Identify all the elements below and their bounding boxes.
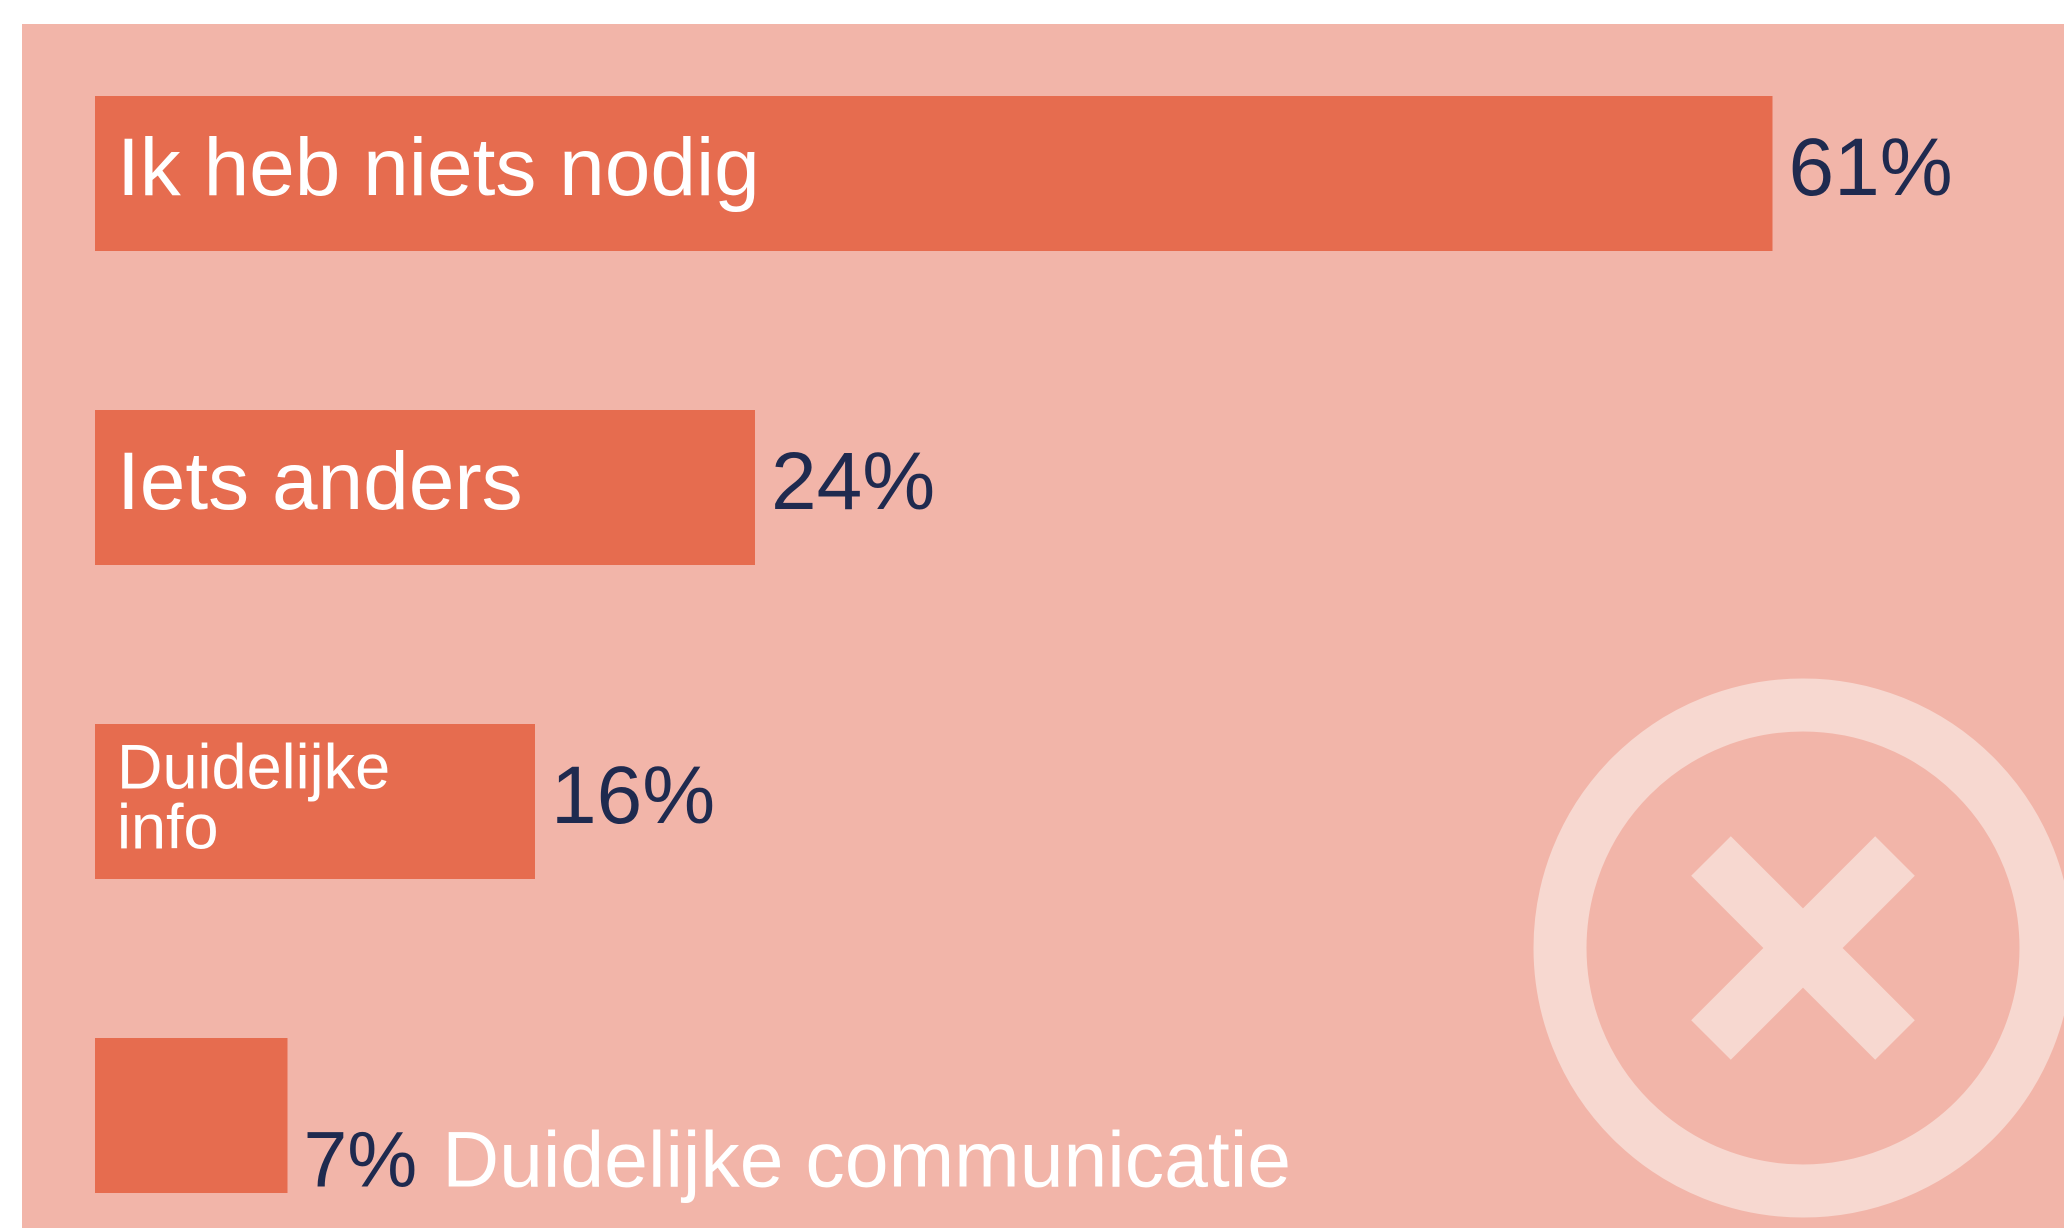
value-label: 24% (771, 436, 935, 527)
bar-label: Duidelijke communicatie (442, 1115, 1291, 1203)
bar (95, 1038, 288, 1193)
bar (95, 96, 1773, 251)
bar-label-line: info (117, 792, 219, 862)
close-icon (1533, 678, 2064, 1218)
icon-ring (1533, 678, 2064, 1218)
icon-cross (1691, 836, 1915, 1060)
bar (95, 724, 535, 879)
bar-label: Ik heb niets nodig (117, 122, 760, 213)
value-label: 7% (304, 1115, 418, 1203)
bar-label-line: Duidelijke (117, 732, 390, 802)
bar (95, 410, 755, 565)
value-label: 16% (551, 750, 715, 841)
bar-label: Iets anders (117, 436, 523, 527)
value-label: 61% (1789, 122, 1953, 213)
bar-label: Duidelijke info (117, 732, 390, 862)
